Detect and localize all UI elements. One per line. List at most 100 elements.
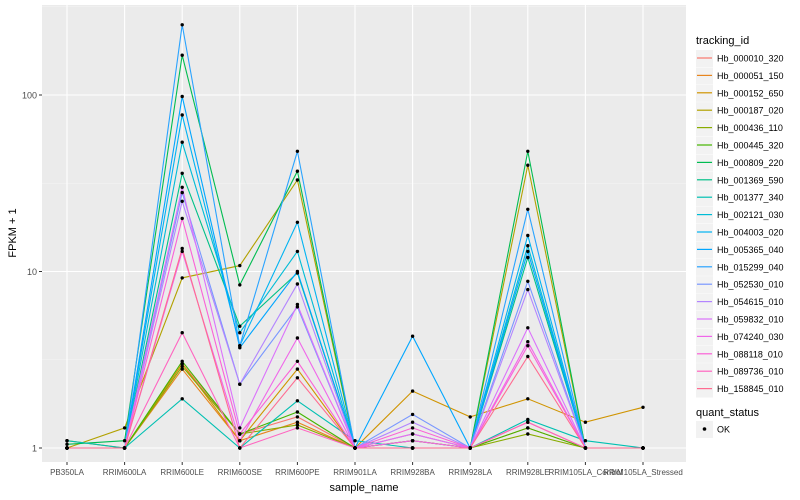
data-point xyxy=(526,354,530,359)
data-point xyxy=(295,305,300,309)
data-point xyxy=(526,149,530,153)
y-axis-title: FPKM + 1 xyxy=(7,208,19,257)
data-point xyxy=(526,279,530,283)
data-point xyxy=(180,331,184,335)
data-point xyxy=(295,410,300,414)
x-tick-label: RRIM600SE xyxy=(218,468,262,477)
legend-label: Hb_000445_320 xyxy=(717,141,784,151)
legend-label: Hb_005365_040 xyxy=(717,245,784,255)
data-point xyxy=(238,382,242,386)
data-point xyxy=(410,439,415,443)
legend: tracking_id Hb_000010_320Hb_000051_150Hb… xyxy=(696,35,784,438)
data-point xyxy=(122,426,127,430)
legend2-title: quant_status xyxy=(696,407,759,419)
data-point xyxy=(180,140,184,144)
data-point xyxy=(468,446,472,450)
data-point xyxy=(526,420,530,424)
data-point xyxy=(295,220,300,224)
y-axis: 1 10 100 xyxy=(22,91,42,454)
legend-label: OK xyxy=(717,425,730,435)
legend-label: Hb_000436_110 xyxy=(717,123,783,133)
legend-title: tracking_id xyxy=(696,35,749,47)
data-point xyxy=(526,432,530,436)
data-point xyxy=(295,249,300,254)
x-tick-label: PB350LA xyxy=(50,468,84,477)
data-point xyxy=(526,233,530,238)
data-point xyxy=(180,397,184,401)
data-point xyxy=(583,439,588,443)
legend-label: Hb_158845_010 xyxy=(717,384,784,394)
plot-panel xyxy=(42,5,686,462)
x-axis-title: sample_name xyxy=(329,482,398,494)
data-point xyxy=(180,94,184,99)
y-tick-label: 10 xyxy=(27,267,37,277)
legend-label: Hb_052530_010 xyxy=(717,280,784,290)
data-point xyxy=(526,426,530,430)
data-point xyxy=(295,359,300,363)
data-point xyxy=(180,276,184,280)
data-point xyxy=(180,246,184,251)
data-point xyxy=(65,446,69,450)
data-point xyxy=(122,439,127,443)
data-point xyxy=(238,446,242,450)
x-tick-label: RRIM928LE xyxy=(506,468,550,477)
legend-label: Hb_000152_650 xyxy=(717,88,784,98)
x-tick-label: RRIM600PE xyxy=(275,468,319,477)
data-point xyxy=(353,439,357,443)
data-point xyxy=(238,324,242,328)
data-point xyxy=(65,442,69,446)
data-point xyxy=(526,207,530,211)
data-point xyxy=(295,269,300,274)
legend-label: Hb_000187_020 xyxy=(717,106,784,116)
legend-label: Hb_000809_220 xyxy=(717,158,784,168)
legend-label: Hb_001369_590 xyxy=(717,175,784,185)
data-point xyxy=(180,113,184,117)
data-point xyxy=(526,249,530,254)
data-point xyxy=(468,415,472,419)
data-point xyxy=(641,405,645,409)
legend-label: Hb_089736_010 xyxy=(717,367,784,377)
data-point xyxy=(295,302,300,307)
data-point xyxy=(238,426,242,430)
legend-label: Hb_059832_010 xyxy=(717,315,784,325)
data-point xyxy=(526,287,530,292)
data-point xyxy=(295,415,300,419)
data-point xyxy=(410,420,415,424)
legend-label: Hb_054615_010 xyxy=(717,297,784,307)
data-points xyxy=(65,23,645,450)
data-point xyxy=(238,432,242,436)
data-point xyxy=(180,367,184,371)
data-point xyxy=(180,23,184,27)
legend-items: Hb_000010_320 Hb_000051_150 Hb_000152_650 H… xyxy=(696,50,784,398)
data-point xyxy=(238,344,242,348)
legend-label: Hb_015299_040 xyxy=(717,262,784,272)
data-point xyxy=(410,389,415,393)
data-point xyxy=(295,376,300,380)
data-point xyxy=(295,367,300,371)
data-point xyxy=(238,263,242,268)
data-point xyxy=(353,446,357,450)
y-tick-label: 1 xyxy=(32,444,37,454)
x-tick-label: RRIM600LE xyxy=(160,468,204,477)
data-point xyxy=(526,326,530,330)
data-point xyxy=(526,244,530,248)
x-axis: PB350LA RRIM600LA RRIM600LE RRIM600SE RRIM60… xyxy=(50,462,683,477)
data-point xyxy=(65,439,69,443)
data-point xyxy=(180,190,184,195)
legend-label: Hb_088118_010 xyxy=(717,349,783,359)
data-point xyxy=(526,397,530,401)
data-point xyxy=(526,340,530,344)
x-tick-label: RRIM105LA_Control xyxy=(548,468,622,477)
data-point xyxy=(526,255,530,260)
data-point xyxy=(410,334,415,338)
data-point xyxy=(410,446,415,450)
data-point xyxy=(295,169,300,173)
data-point xyxy=(295,399,300,403)
data-point xyxy=(180,171,184,175)
data-point xyxy=(295,336,300,340)
legend-label: Hb_000010_320 xyxy=(717,54,784,64)
data-point xyxy=(180,199,184,203)
data-point xyxy=(238,283,242,287)
data-point xyxy=(180,216,184,221)
